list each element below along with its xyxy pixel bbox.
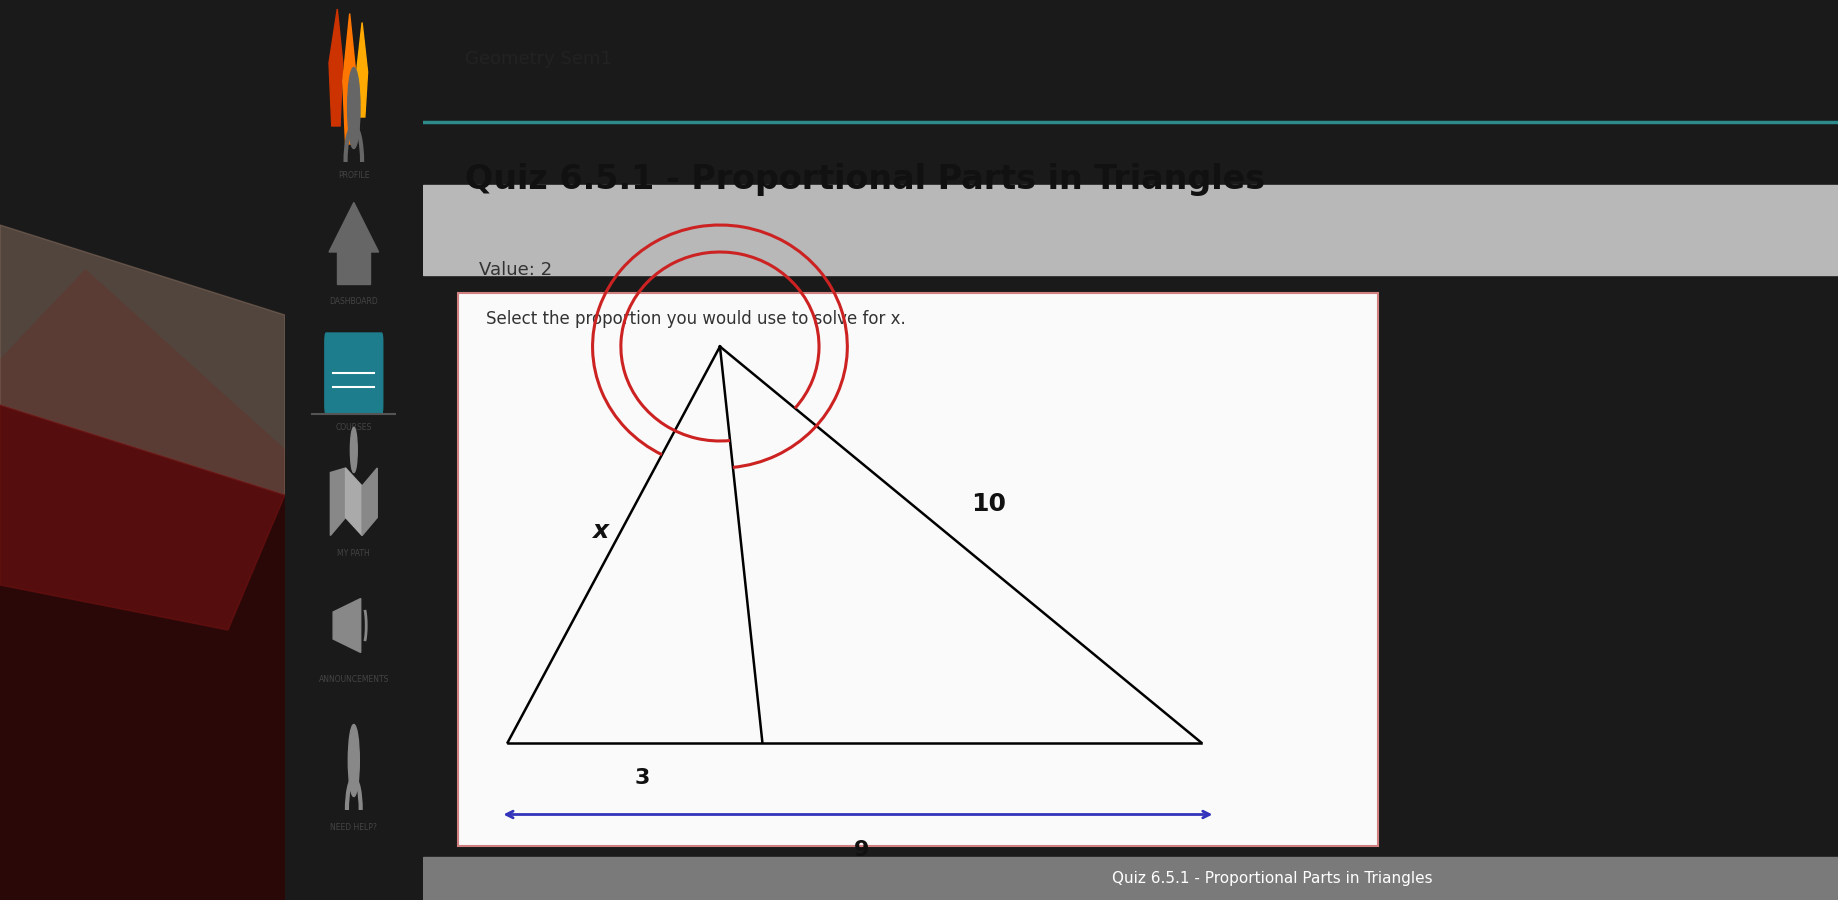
Text: Quiz 6.5.1 - Proportional Parts in Triangles: Quiz 6.5.1 - Proportional Parts in Trian… bbox=[465, 164, 1265, 196]
Bar bbox=[423, 857, 1838, 900]
Bar bbox=[423, 184, 1838, 274]
Polygon shape bbox=[0, 225, 285, 495]
FancyBboxPatch shape bbox=[458, 292, 1378, 846]
Bar bbox=[338, 248, 369, 284]
Text: DASHBOARD: DASHBOARD bbox=[329, 297, 379, 306]
Polygon shape bbox=[357, 22, 368, 117]
Polygon shape bbox=[329, 9, 342, 126]
Polygon shape bbox=[331, 468, 346, 536]
Text: Quiz 6.5.1 - Proportional Parts in Triangles: Quiz 6.5.1 - Proportional Parts in Trian… bbox=[1112, 871, 1432, 886]
Text: NEED HELP?: NEED HELP? bbox=[331, 824, 377, 832]
Text: 9: 9 bbox=[855, 841, 869, 860]
Circle shape bbox=[347, 724, 358, 796]
Text: PROFILE: PROFILE bbox=[338, 171, 369, 180]
Text: 3: 3 bbox=[634, 769, 651, 788]
Text: Geometry Sem1: Geometry Sem1 bbox=[465, 50, 612, 68]
Text: Select the proportion you would use to solve for x.: Select the proportion you would use to s… bbox=[487, 310, 906, 328]
Text: ANNOUNCEMENTS: ANNOUNCEMENTS bbox=[318, 675, 390, 684]
Polygon shape bbox=[0, 405, 285, 630]
Text: COURSES: COURSES bbox=[336, 423, 371, 432]
Polygon shape bbox=[333, 598, 360, 652]
Circle shape bbox=[351, 428, 357, 473]
Polygon shape bbox=[342, 14, 357, 144]
Polygon shape bbox=[329, 202, 379, 252]
Text: Value: 2: Value: 2 bbox=[480, 261, 553, 279]
Polygon shape bbox=[346, 468, 362, 536]
Circle shape bbox=[347, 68, 360, 148]
Text: MY PATH: MY PATH bbox=[338, 549, 369, 558]
Polygon shape bbox=[0, 270, 285, 900]
Text: x: x bbox=[592, 519, 608, 543]
Polygon shape bbox=[362, 468, 377, 536]
Text: 10: 10 bbox=[970, 492, 1007, 516]
FancyBboxPatch shape bbox=[325, 333, 382, 414]
